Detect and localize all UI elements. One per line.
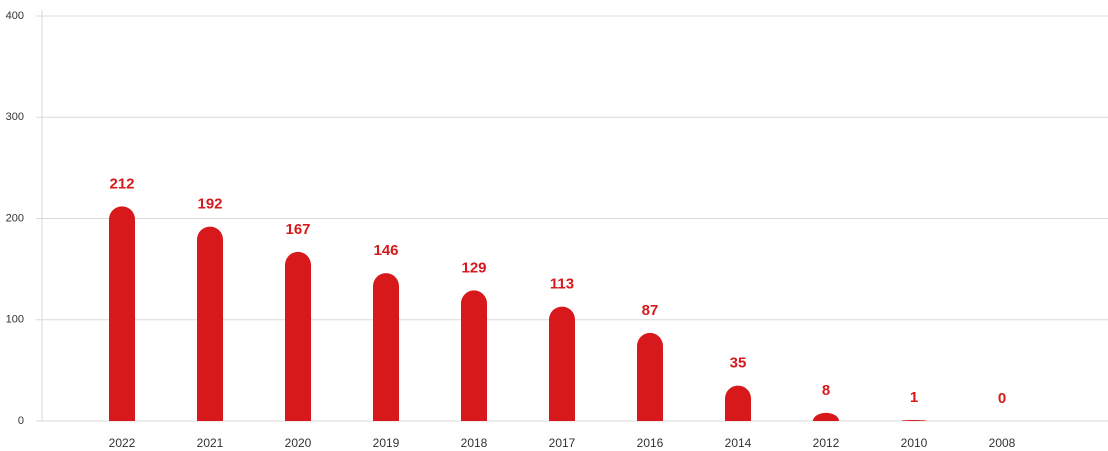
value-label: 113	[550, 276, 574, 293]
y-tick-label: 0	[18, 415, 24, 427]
bar	[725, 385, 751, 421]
bar	[637, 332, 663, 421]
x-tick-label: 2012	[813, 436, 840, 450]
x-tick-label: 2008	[989, 436, 1016, 450]
value-label: 35	[730, 355, 747, 372]
y-tick-label: 200	[6, 212, 24, 224]
y-tick-label: 100	[6, 314, 24, 326]
x-tick-label: 2021	[197, 436, 224, 450]
value-label: 87	[642, 302, 659, 319]
value-label: 8	[822, 382, 830, 399]
y-tick-label: 300	[6, 111, 24, 123]
bar	[285, 251, 311, 421]
x-tick-label: 2016	[637, 436, 664, 450]
bar	[109, 206, 135, 421]
bar	[373, 273, 399, 421]
bar	[461, 290, 487, 421]
x-tick-label: 2010	[901, 436, 928, 450]
value-label: 167	[285, 221, 310, 238]
value-label: 192	[197, 196, 222, 213]
x-tick-label: 2020	[285, 436, 312, 450]
x-tick-label: 2017	[549, 436, 576, 450]
y-tick-label: 400	[6, 10, 24, 22]
bar	[813, 412, 839, 421]
bar	[901, 419, 927, 421]
value-label: 0	[998, 390, 1006, 407]
bar	[549, 306, 575, 421]
value-label: 1	[910, 389, 918, 406]
x-tick-label: 2022	[109, 436, 136, 450]
bar	[197, 226, 223, 421]
value-label: 146	[373, 242, 398, 259]
x-tick-label: 2019	[373, 436, 400, 450]
value-label: 212	[109, 175, 134, 192]
value-label: 129	[461, 259, 486, 276]
x-tick-label: 2014	[725, 436, 752, 450]
x-tick-label: 2018	[461, 436, 488, 450]
